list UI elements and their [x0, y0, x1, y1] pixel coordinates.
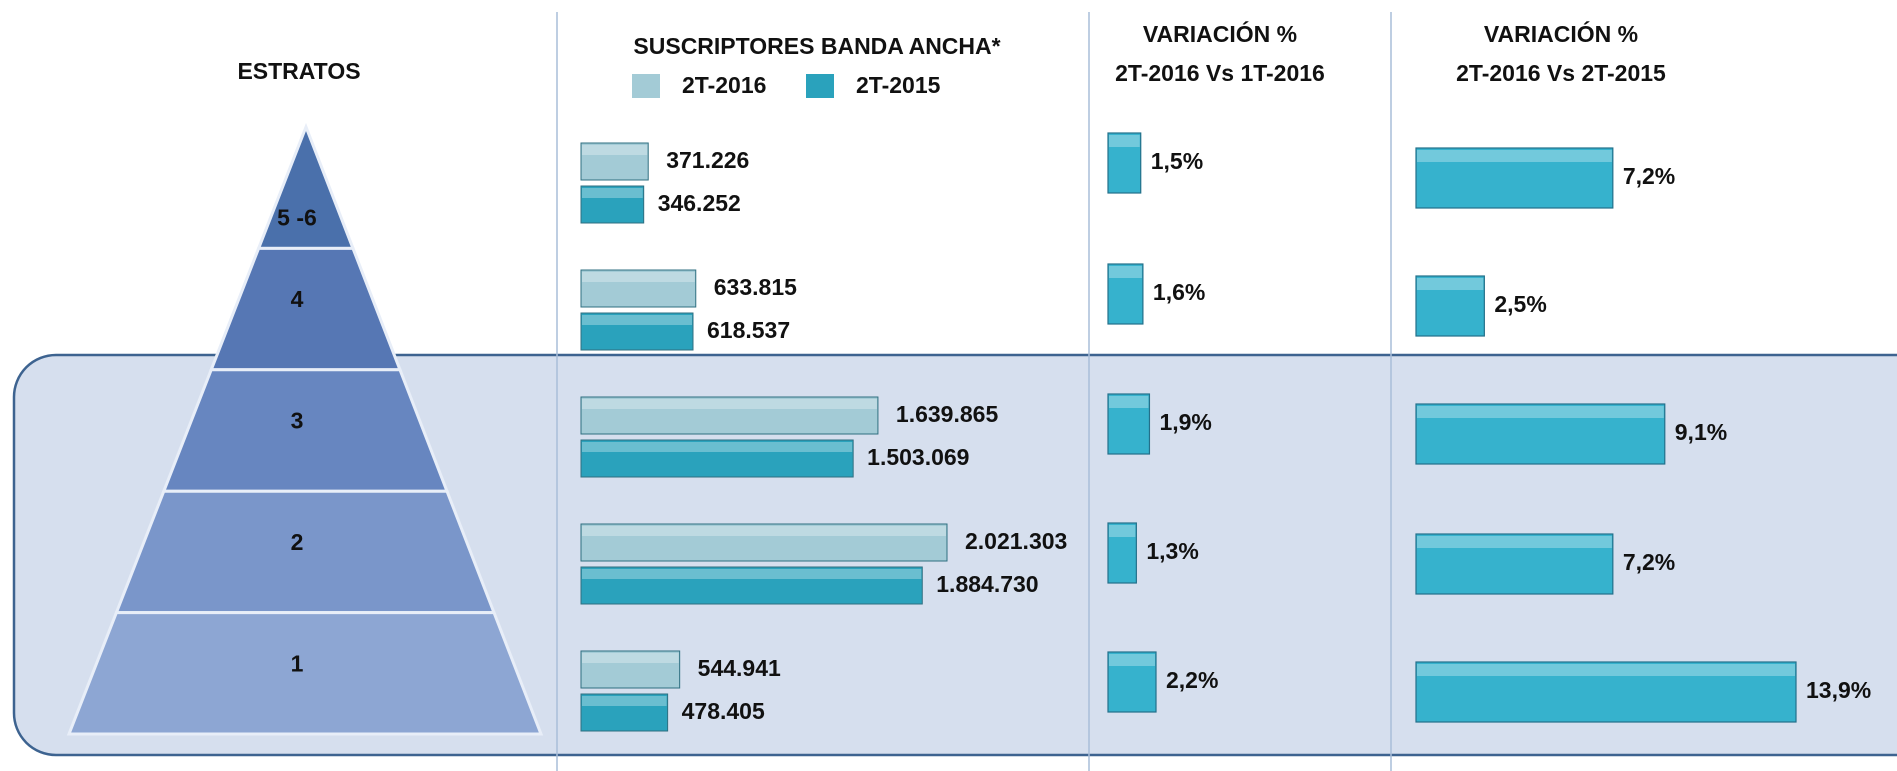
- bar: [580, 439, 854, 478]
- value-label: 2.021.303: [965, 528, 1067, 554]
- bar: [1107, 522, 1137, 584]
- legend-label: 2T-2016: [682, 72, 766, 98]
- value-label: 1.503.069: [867, 444, 969, 470]
- value-label: 7,2%: [1623, 163, 1675, 189]
- bar-shine: [582, 315, 692, 325]
- bar: [1415, 533, 1614, 595]
- value-label: 9,1%: [1675, 419, 1727, 445]
- value-label: 7,2%: [1623, 549, 1675, 575]
- value-label: 2,2%: [1166, 667, 1218, 693]
- value-label: 346.252: [658, 190, 741, 216]
- header: VARIACIÓN %: [1143, 20, 1297, 47]
- value-label: 544.941: [698, 655, 781, 681]
- value-label: 1,6%: [1153, 279, 1205, 305]
- bar: [580, 650, 681, 689]
- header-sub: 2T-2016 Vs 2T-2015: [1456, 60, 1666, 86]
- bar: [580, 269, 697, 308]
- bar: [1415, 661, 1797, 723]
- bar: [580, 185, 645, 224]
- bar-shine: [1417, 406, 1664, 418]
- bar: [580, 396, 879, 435]
- value-label: 633.815: [714, 274, 797, 300]
- legend-label: 2T-2015: [856, 72, 941, 98]
- stratum-label: 4: [291, 286, 304, 312]
- stratum-label: 3: [291, 408, 304, 434]
- bar: [580, 523, 948, 562]
- bar: [580, 566, 923, 605]
- value-label: 1,9%: [1159, 409, 1211, 435]
- stratum-label: 1: [291, 650, 304, 676]
- bar: [1415, 403, 1666, 465]
- value-label: 1.884.730: [936, 571, 1038, 597]
- stratum-label: 5 -6: [277, 204, 317, 230]
- header: ESTRATOS: [237, 58, 360, 84]
- bar-shine: [1109, 525, 1136, 537]
- pyramid-layer: [66, 611, 544, 736]
- bar: [1415, 275, 1485, 337]
- pyramid-layer: [114, 489, 497, 615]
- bar-shine: [1417, 278, 1484, 290]
- bar-shine: [582, 272, 695, 282]
- bar-shine: [1417, 536, 1612, 548]
- value-label: 371.226: [666, 147, 749, 173]
- bar: [580, 142, 649, 181]
- bar-shine: [582, 526, 946, 536]
- legend-swatch: [632, 74, 660, 98]
- bar: [1415, 147, 1614, 209]
- value-label: 1,3%: [1146, 538, 1198, 564]
- legend-swatch: [806, 74, 834, 98]
- value-label: 618.537: [707, 317, 790, 343]
- bar-shine: [582, 653, 679, 663]
- value-label: 13,9%: [1806, 677, 1871, 703]
- bar: [1107, 132, 1142, 194]
- value-label: 478.405: [682, 698, 765, 724]
- pyramid-layer: [161, 368, 450, 493]
- bar-shine: [582, 569, 922, 579]
- value-label: 1.639.865: [896, 401, 999, 427]
- bar-shine: [1109, 654, 1155, 666]
- header-sub: 2T-2016 Vs 1T-2016: [1115, 60, 1325, 86]
- bar-shine: [1109, 135, 1140, 147]
- header: SUSCRIPTORES BANDA ANCHA*: [633, 33, 1000, 59]
- pyramid-layer: [209, 246, 403, 372]
- value-label: 1,5%: [1151, 148, 1203, 174]
- bar-shine: [582, 442, 853, 452]
- bar-shine: [582, 145, 648, 155]
- bar-shine: [1417, 150, 1612, 162]
- bar: [1107, 393, 1151, 455]
- bar-shine: [582, 399, 877, 409]
- bar: [1107, 263, 1144, 325]
- bar-shine: [1109, 396, 1149, 408]
- bar: [580, 312, 694, 351]
- bar-shine: [582, 188, 643, 198]
- bar: [1107, 651, 1157, 713]
- bar-shine: [582, 696, 667, 706]
- stratum-label: 2: [291, 529, 304, 555]
- bar-shine: [1417, 664, 1795, 676]
- value-label: 2,5%: [1494, 291, 1546, 317]
- bar: [580, 693, 669, 732]
- bar-shine: [1109, 266, 1142, 278]
- header: VARIACIÓN %: [1484, 20, 1638, 47]
